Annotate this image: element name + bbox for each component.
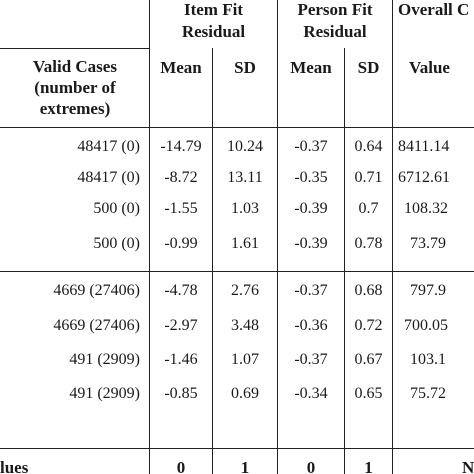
cell-person-mean: -0.36 xyxy=(294,317,328,334)
header-person-fit: Person Fit Residual xyxy=(297,0,373,41)
header-value: Value xyxy=(409,58,450,77)
header-person-mean: Mean xyxy=(290,58,332,77)
header-item-fit: Item Fit Residual xyxy=(181,0,246,41)
cell-valid-cases: 491 (2909) xyxy=(69,351,140,368)
cell-item-sd: 10.24 xyxy=(227,138,263,155)
cell-person-sd: 0.68 xyxy=(354,282,383,299)
rule-footer-top xyxy=(0,448,474,449)
divider-item-person xyxy=(277,0,278,474)
cell-person-sd: 0.67 xyxy=(354,351,383,368)
rule-top-section xyxy=(0,48,150,49)
cell-item-sd: 1.61 xyxy=(231,235,259,252)
cell-value: 6712.61 xyxy=(398,169,450,186)
cell-person-sd: 0.65 xyxy=(354,385,383,402)
divider-personmean-personsd xyxy=(344,48,345,474)
cell-valid-cases: 500 (0) xyxy=(93,200,140,217)
cell-valid-cases: 48417 (0) xyxy=(77,138,140,155)
cell-person-mean: -0.39 xyxy=(294,200,328,217)
cell-item-sd: 1.07 xyxy=(231,351,259,368)
cell-item-mean: -14.79 xyxy=(160,138,202,155)
divider-valid-itemmean xyxy=(149,0,150,474)
cell-item-mean: -4.78 xyxy=(164,282,198,299)
cell-person-sd: 0.72 xyxy=(354,317,383,334)
cell-value: 73.79 xyxy=(410,235,446,252)
cell-value: 8411.14 xyxy=(398,138,450,155)
cell-item-sd: 13.11 xyxy=(227,169,263,186)
cell-person-sd: 0.64 xyxy=(354,138,383,155)
cell-item-sd: 2.76 xyxy=(231,282,259,299)
header-item-sd: SD xyxy=(234,58,256,77)
cell-value: 108.32 xyxy=(404,200,448,217)
cell-item-sd: 0.69 xyxy=(231,385,259,402)
cell-person-mean: -0.37 xyxy=(294,282,328,299)
cell-valid-cases: 48417 (0) xyxy=(77,169,140,186)
cell-value: 797.9 xyxy=(410,282,446,299)
footer-item-mean: 0 xyxy=(176,458,186,474)
cell-valid-cases: 4669 (27406) xyxy=(53,282,140,299)
cell-person-sd: 0.7 xyxy=(358,200,379,217)
footer-item-sd: 1 xyxy=(240,458,250,474)
cell-value: 103.1 xyxy=(410,351,446,368)
footer-label: lues xyxy=(0,458,29,474)
footer-person-sd: 1 xyxy=(364,458,373,474)
cell-valid-cases: 491 (2909) xyxy=(69,385,140,402)
divider-person-overall xyxy=(392,0,393,474)
cell-item-sd: 1.03 xyxy=(231,200,259,217)
cell-item-mean: -0.99 xyxy=(164,235,198,252)
cell-item-mean: -8.72 xyxy=(164,169,198,186)
cell-item-sd: 3.48 xyxy=(231,317,259,334)
header-valid-cases: Valid Cases (number of extremes) xyxy=(33,57,117,118)
cell-person-sd: 0.71 xyxy=(354,169,383,186)
cell-item-mean: -0.85 xyxy=(164,385,198,402)
cell-value: 700.05 xyxy=(404,317,448,334)
cell-valid-cases: 500 (0) xyxy=(93,235,140,252)
cell-item-mean: -2.97 xyxy=(164,317,198,334)
cell-person-mean: -0.37 xyxy=(294,138,328,155)
cell-person-sd: 0.78 xyxy=(354,235,383,252)
header-overall: Overall C xyxy=(398,0,470,19)
cell-value: 75.72 xyxy=(410,385,446,402)
cell-person-mean: -0.39 xyxy=(294,235,328,252)
cell-person-mean: -0.35 xyxy=(294,169,328,186)
cell-person-mean: -0.37 xyxy=(294,351,328,368)
cell-item-mean: -1.55 xyxy=(164,200,198,217)
divider-itemmean-itemsd xyxy=(212,48,213,474)
cell-valid-cases: 4669 (27406) xyxy=(53,317,140,334)
cell-item-mean: -1.46 xyxy=(164,351,198,368)
cell-person-mean: -0.34 xyxy=(294,385,328,402)
header-person-sd: SD xyxy=(357,58,380,77)
footer-value: N xyxy=(462,458,474,474)
header-item-mean: Mean xyxy=(160,58,202,77)
rule-header-bottom xyxy=(0,127,474,128)
footer-person-mean: 0 xyxy=(306,458,316,474)
rule-group-divider xyxy=(0,271,474,272)
